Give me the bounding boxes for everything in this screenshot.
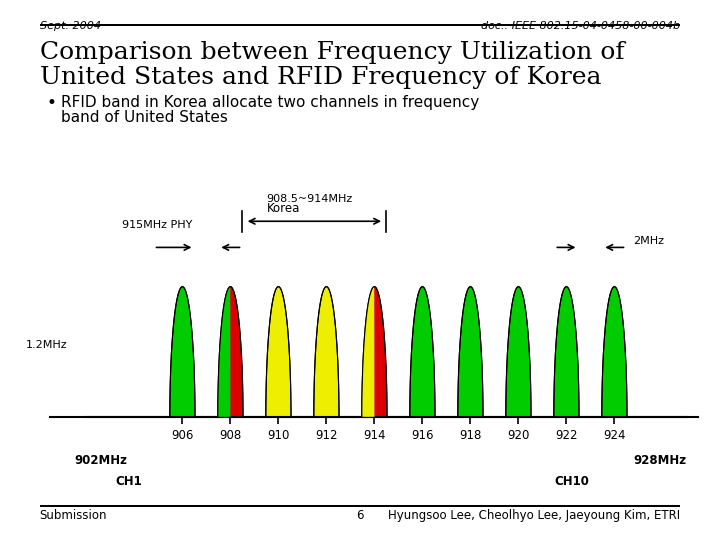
- Polygon shape: [314, 287, 339, 417]
- Text: 908.5~914MHz: 908.5~914MHz: [266, 194, 353, 204]
- Text: CH1: CH1: [115, 475, 142, 488]
- Text: •: •: [47, 94, 57, 112]
- Polygon shape: [362, 287, 374, 417]
- Text: band of United States: band of United States: [61, 110, 228, 125]
- Text: 2MHz: 2MHz: [634, 236, 665, 246]
- Polygon shape: [410, 287, 435, 417]
- Text: 915MHz PHY: 915MHz PHY: [122, 220, 193, 231]
- Polygon shape: [458, 287, 483, 417]
- Text: 928MHz: 928MHz: [634, 454, 687, 467]
- Polygon shape: [362, 287, 387, 417]
- Polygon shape: [218, 287, 243, 417]
- Polygon shape: [218, 287, 230, 417]
- Polygon shape: [602, 287, 627, 417]
- Text: Korea: Korea: [266, 202, 300, 215]
- Polygon shape: [170, 287, 195, 417]
- Text: Submission: Submission: [40, 509, 107, 522]
- Text: Comparison between Frequency Utilization of: Comparison between Frequency Utilization…: [40, 40, 624, 64]
- Polygon shape: [506, 287, 531, 417]
- Text: Sept. 2004: Sept. 2004: [40, 21, 101, 31]
- Text: 902MHz: 902MHz: [74, 454, 127, 467]
- Text: United States and RFID Frequency of Korea: United States and RFID Frequency of Kore…: [40, 66, 601, 89]
- Text: 1.2MHz: 1.2MHz: [26, 340, 67, 350]
- Polygon shape: [554, 287, 579, 417]
- Text: CH10: CH10: [554, 475, 589, 488]
- Polygon shape: [266, 287, 291, 417]
- Text: RFID band in Korea allocate two channels in frequency: RFID band in Korea allocate two channels…: [61, 94, 480, 110]
- Text: 6: 6: [356, 509, 364, 522]
- Text: Hyungsoo Lee, Cheolhyo Lee, Jaeyoung Kim, ETRI: Hyungsoo Lee, Cheolhyo Lee, Jaeyoung Kim…: [388, 509, 680, 522]
- Text: doc.: IEEE 802.15-04-0458-00-004b: doc.: IEEE 802.15-04-0458-00-004b: [481, 21, 680, 31]
